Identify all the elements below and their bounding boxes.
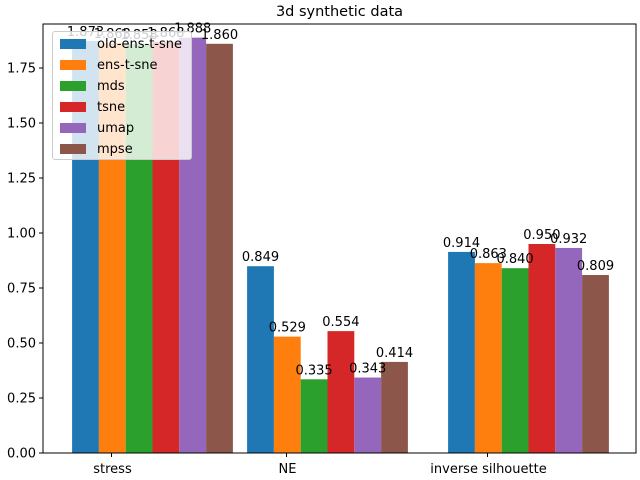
bar-value-label: 0.554 <box>322 315 359 330</box>
bar-tsne-2 <box>528 244 556 453</box>
y-tick-label: 1.00 <box>7 227 36 242</box>
bar-value-label: 0.849 <box>242 250 279 265</box>
legend-swatch <box>60 39 86 49</box>
bar-value-label: 0.809 <box>577 259 614 274</box>
legend-swatch <box>60 102 86 112</box>
legend-item: ens-t-sne <box>60 56 158 74</box>
bar-value-label: 0.932 <box>550 232 587 247</box>
legend-label: ens-t-sne <box>97 57 158 73</box>
bar-old-ens-t-sne-1 <box>247 266 274 453</box>
bar-ens-t-sne-1 <box>273 336 301 453</box>
legend-swatch <box>60 123 86 133</box>
bar-old-ens-t-sne-2 <box>448 251 475 453</box>
legend-swatch <box>60 81 86 91</box>
x-tick-label: stress <box>93 462 132 477</box>
legend-label: tsne <box>97 99 126 115</box>
bar-umap-2 <box>555 247 583 453</box>
x-tick-label: NE <box>279 462 297 477</box>
bar-mpse-2 <box>582 275 609 453</box>
legend-item: tsne <box>60 98 125 116</box>
bar-value-label: 0.529 <box>269 321 306 336</box>
legend-swatch <box>60 60 86 70</box>
legend-label: umap <box>97 120 135 136</box>
bar-mds-2 <box>501 268 529 453</box>
legend-swatch <box>60 144 86 154</box>
legend-item: mpse <box>60 140 133 158</box>
bar-value-label: 1.860 <box>201 28 238 43</box>
y-tick-label: 1.25 <box>7 172 36 187</box>
x-tick-label: inverse silhouette <box>430 462 546 477</box>
bar-ens-t-sne-2 <box>474 263 502 453</box>
bar-tsne-1 <box>327 331 355 453</box>
bar-value-label: 0.863 <box>470 247 507 262</box>
legend: old-ens-t-sne ens-t-sne mds tsne umap mpse <box>52 31 192 160</box>
bar-mds-1 <box>300 379 328 453</box>
bar-mpse-1 <box>381 361 408 453</box>
y-tick-label: 1.75 <box>7 62 36 77</box>
legend-label: mpse <box>97 141 133 157</box>
y-tick-label: 0.75 <box>7 282 36 297</box>
y-tick-label: 1.50 <box>7 117 36 132</box>
y-tick-label: 0.25 <box>7 392 36 407</box>
bar-value-label: 0.343 <box>349 362 386 377</box>
bar-mpse-0 <box>206 43 233 454</box>
y-tick-label: 0.50 <box>7 337 36 352</box>
bar-value-label: 0.414 <box>376 346 413 361</box>
legend-item: umap <box>60 119 134 137</box>
chart-title: 3d synthetic data <box>276 4 403 20</box>
axes-frame <box>42 23 637 454</box>
bar-value-label: 0.840 <box>496 252 533 267</box>
legend-label: old-ens-t-sne <box>97 36 183 52</box>
legend-item: old-ens-t-sne <box>60 35 182 53</box>
bar-value-label: 0.914 <box>443 236 480 251</box>
legend-label: mds <box>97 78 125 94</box>
y-axis: 0.00 0.25 0.50 0.75 1.00 1.25 1.50 1.75 <box>7 62 43 462</box>
bar-value-label: 0.335 <box>295 363 332 378</box>
y-tick-label: 0.00 <box>7 447 36 462</box>
bar-umap-1 <box>354 377 382 453</box>
bar-value-label: 0.950 <box>523 228 560 243</box>
legend-item: mds <box>60 77 125 95</box>
x-axis: stress NE inverse silhouette <box>93 453 547 477</box>
